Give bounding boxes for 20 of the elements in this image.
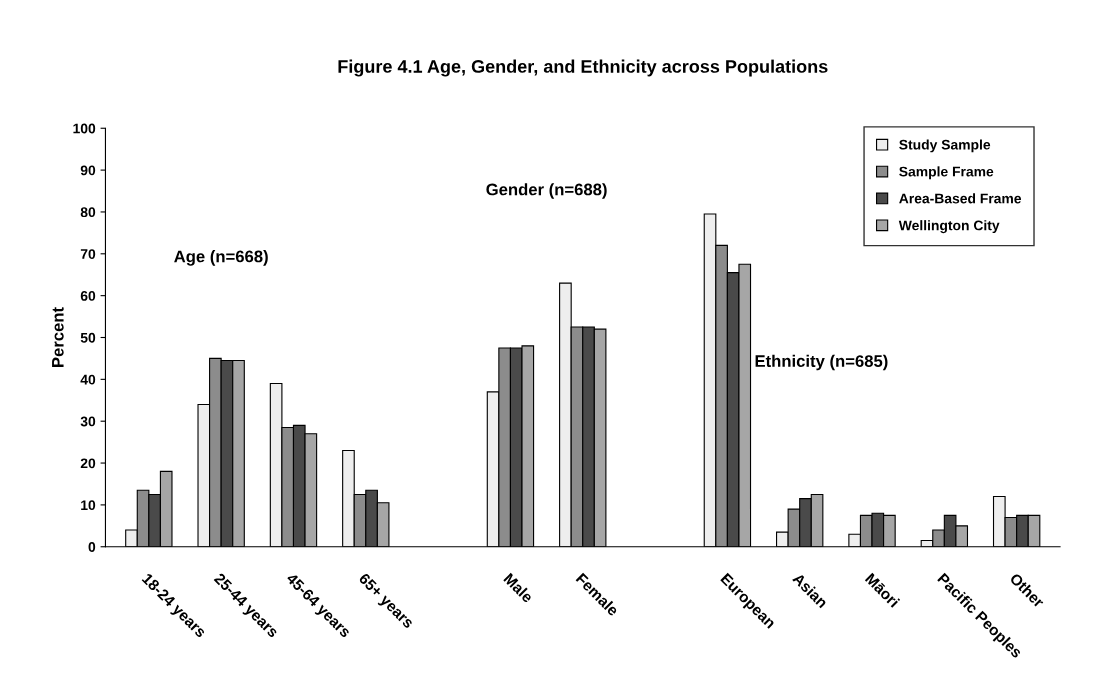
y-tick-label: 30 bbox=[80, 416, 96, 427]
y-tick-label: 20 bbox=[80, 458, 96, 469]
legend-label: Wellington City bbox=[898, 220, 1000, 234]
legend-label: Sample Frame bbox=[899, 166, 994, 180]
legend-label: Area-Based Frame bbox=[899, 193, 1022, 204]
y-tick-label: 0 bbox=[88, 542, 96, 552]
legend-label: Study Sample bbox=[899, 139, 991, 153]
y-tick-label: 10 bbox=[81, 500, 96, 511]
annotation: Age (n=668) bbox=[174, 250, 268, 266]
y-tick-label: 40 bbox=[80, 374, 96, 385]
y-tick-label: 80 bbox=[80, 207, 96, 218]
y-tick-label: 90 bbox=[80, 165, 96, 176]
annotation: Ethnicity (n=685) bbox=[755, 354, 888, 371]
y-tick-label: 70 bbox=[80, 249, 96, 259]
y-tick-label: 60 bbox=[80, 290, 96, 301]
annotation: Gender (n=688) bbox=[486, 183, 607, 199]
chart-title: Figure 4.1 Age, Gender, and Ethnicity across Populations bbox=[338, 59, 828, 77]
y-tick-label: 100 bbox=[73, 123, 96, 134]
y-axis-title: Percent bbox=[52, 307, 64, 367]
y-tick-label: 50 bbox=[80, 332, 96, 343]
